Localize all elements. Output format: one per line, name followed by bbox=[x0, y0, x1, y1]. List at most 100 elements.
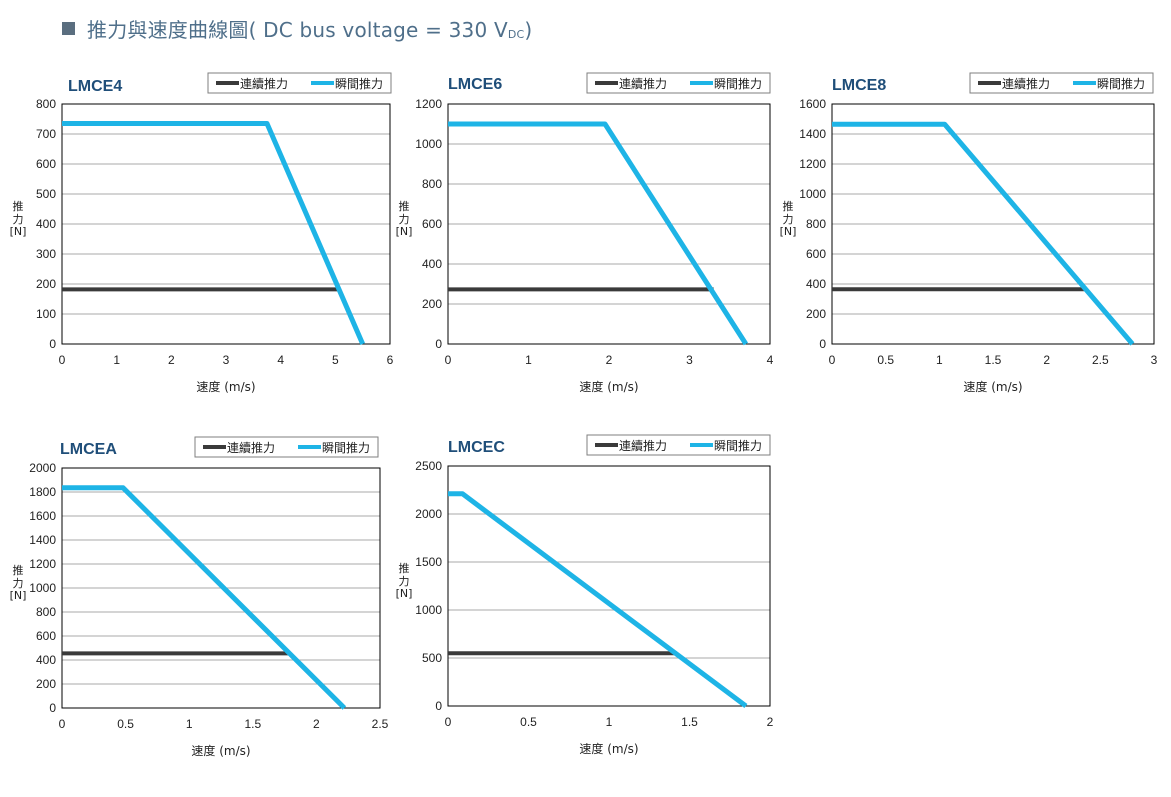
y-tick-label: 600 bbox=[806, 247, 826, 261]
y-tick-label: 400 bbox=[422, 257, 442, 271]
y-axis-label-1: 推 bbox=[783, 199, 794, 213]
y-axis-label-3: [N] bbox=[10, 589, 27, 602]
y-tick-label: 800 bbox=[36, 605, 56, 619]
y-axis-label-2: 力 bbox=[783, 213, 794, 226]
peak-force-line bbox=[832, 121, 1135, 346]
x-tick-label: 0 bbox=[445, 353, 452, 367]
legend-box bbox=[586, 434, 771, 456]
y-tick-label: 300 bbox=[36, 247, 56, 261]
x-tick-label: 2 bbox=[1043, 353, 1050, 367]
bullet-square-icon bbox=[62, 22, 75, 35]
x-tick-label: 2 bbox=[606, 353, 613, 367]
x-tick-label: 6 bbox=[387, 353, 394, 367]
y-axis-label-3: [N] bbox=[10, 225, 27, 238]
y-axis-label-2: 力 bbox=[13, 577, 24, 590]
plot-frame bbox=[831, 103, 1155, 345]
peak-force-line bbox=[62, 485, 347, 710]
peak-force-line bbox=[62, 121, 365, 345]
y-tick-label: 1000 bbox=[415, 137, 442, 151]
chart-lmcea: LMCEA 連續推力 瞬間推力 0 200 400 600 800 1000 1200 1400 16… bbox=[10, 436, 389, 758]
x-tick-label: 1 bbox=[525, 353, 532, 367]
chart-lmce6: LMCE6 連續推力 瞬間推力 0 200 400 600 800 1000 1200 0 1 2 3 4 速… bbox=[396, 72, 774, 394]
y-tick-label: 600 bbox=[36, 629, 56, 643]
y-tick-label: 800 bbox=[36, 97, 56, 111]
x-axis-label: 速度 (m/s) bbox=[579, 379, 638, 394]
legend-peak-label: 瞬間推力 bbox=[322, 441, 370, 455]
x-tick-label: 0 bbox=[445, 715, 452, 729]
y-tick-label: 1800 bbox=[29, 485, 56, 499]
chart-lmcec: LMCEC 連續推力 瞬間推力 0 500 1000 1500 2000 2500 0 0.5 1 1.… bbox=[396, 434, 774, 756]
y-tick-label: 200 bbox=[36, 677, 56, 691]
page-header: 推力與速度曲線圖( DC bus voltage = 330 VDC) bbox=[62, 14, 532, 43]
chart-lmce8: LMCE8 連續推力 瞬間推力 0 200 400 600 800 1000 1200 1400 16… bbox=[780, 72, 1158, 394]
y-tick-label: 0 bbox=[819, 337, 826, 351]
legend-continuous-label: 連續推力 bbox=[1002, 76, 1050, 91]
y-tick-label: 2000 bbox=[29, 461, 56, 475]
x-tick-label: 1.5 bbox=[985, 353, 1002, 367]
chart-title: LMCEC bbox=[448, 439, 505, 456]
y-tick-label: 0 bbox=[49, 337, 56, 351]
y-tick-label: 1200 bbox=[799, 157, 826, 171]
y-tick-label: 2000 bbox=[415, 507, 442, 521]
y-tick-label: 1000 bbox=[29, 581, 56, 595]
peak-force-line bbox=[448, 121, 749, 346]
y-tick-label: 1000 bbox=[415, 603, 442, 617]
y-tick-label: 500 bbox=[422, 651, 442, 665]
plot-frame bbox=[61, 467, 381, 709]
chart-lmce4: LMCE4 連續推力 瞬間推力 0 100 200 300 400 500 600 700 800 0 1… bbox=[10, 72, 394, 394]
x-tick-label: 2 bbox=[767, 715, 774, 729]
page-title: 推力與速度曲線圖( DC bus voltage = 330 VDC) bbox=[87, 18, 533, 42]
x-tick-label: 1 bbox=[186, 717, 193, 731]
y-axis-label-2: 力 bbox=[13, 213, 24, 226]
y-axis-label-1: 推 bbox=[399, 561, 410, 575]
x-axis-label: 速度 (m/s) bbox=[196, 379, 255, 394]
y-tick-label: 400 bbox=[36, 653, 56, 667]
y-tick-label: 1400 bbox=[29, 533, 56, 547]
y-tick-label: 700 bbox=[36, 127, 56, 141]
x-tick-label: 2 bbox=[313, 717, 320, 731]
y-tick-label: 600 bbox=[36, 157, 56, 171]
y-axis-label-1: 推 bbox=[13, 199, 24, 213]
y-tick-label: 1000 bbox=[799, 187, 826, 201]
legend-continuous-label: 連續推力 bbox=[227, 440, 275, 455]
y-tick-label: 200 bbox=[422, 297, 442, 311]
x-tick-label: 0.5 bbox=[117, 717, 134, 731]
legend-peak-label: 瞬間推力 bbox=[714, 439, 762, 453]
x-tick-label: 2 bbox=[168, 353, 175, 367]
plot-frame bbox=[447, 465, 771, 707]
x-tick-label: 4 bbox=[277, 353, 284, 367]
legend-peak-label: 瞬間推力 bbox=[1097, 77, 1145, 91]
chart-title: LMCEA bbox=[60, 441, 117, 458]
y-tick-label: 800 bbox=[806, 217, 826, 231]
y-axis-label-2: 力 bbox=[399, 213, 410, 226]
peak-force-line bbox=[448, 491, 748, 709]
legend-continuous-label: 連續推力 bbox=[240, 76, 288, 91]
legend-box bbox=[207, 72, 392, 94]
y-axis-label-3: [N] bbox=[780, 225, 797, 238]
x-tick-label: 1 bbox=[113, 353, 120, 367]
y-axis-label-3: [N] bbox=[396, 587, 413, 600]
plot-frame bbox=[61, 103, 391, 345]
x-tick-label: 1.5 bbox=[244, 717, 261, 731]
y-tick-label: 100 bbox=[36, 307, 56, 321]
y-axis-label-2: 力 bbox=[399, 575, 410, 588]
x-tick-label: 0.5 bbox=[877, 353, 894, 367]
x-tick-label: 2.5 bbox=[372, 717, 389, 731]
x-tick-label: 1 bbox=[936, 353, 943, 367]
y-tick-label: 0 bbox=[49, 701, 56, 715]
x-axis-label: 速度 (m/s) bbox=[579, 741, 638, 756]
y-tick-label: 600 bbox=[422, 217, 442, 231]
y-tick-label: 0 bbox=[435, 699, 442, 713]
plot-frame bbox=[447, 103, 771, 345]
legend-continuous-label: 連續推力 bbox=[619, 76, 667, 91]
y-tick-label: 200 bbox=[36, 277, 56, 291]
x-tick-label: 0 bbox=[829, 353, 836, 367]
y-tick-label: 400 bbox=[36, 217, 56, 231]
legend-box bbox=[969, 72, 1154, 94]
y-tick-label: 1200 bbox=[415, 97, 442, 111]
x-tick-label: 2.5 bbox=[1092, 353, 1109, 367]
legend-peak-label: 瞬間推力 bbox=[335, 77, 383, 91]
x-tick-label: 0 bbox=[59, 353, 66, 367]
y-tick-label: 1200 bbox=[29, 557, 56, 571]
